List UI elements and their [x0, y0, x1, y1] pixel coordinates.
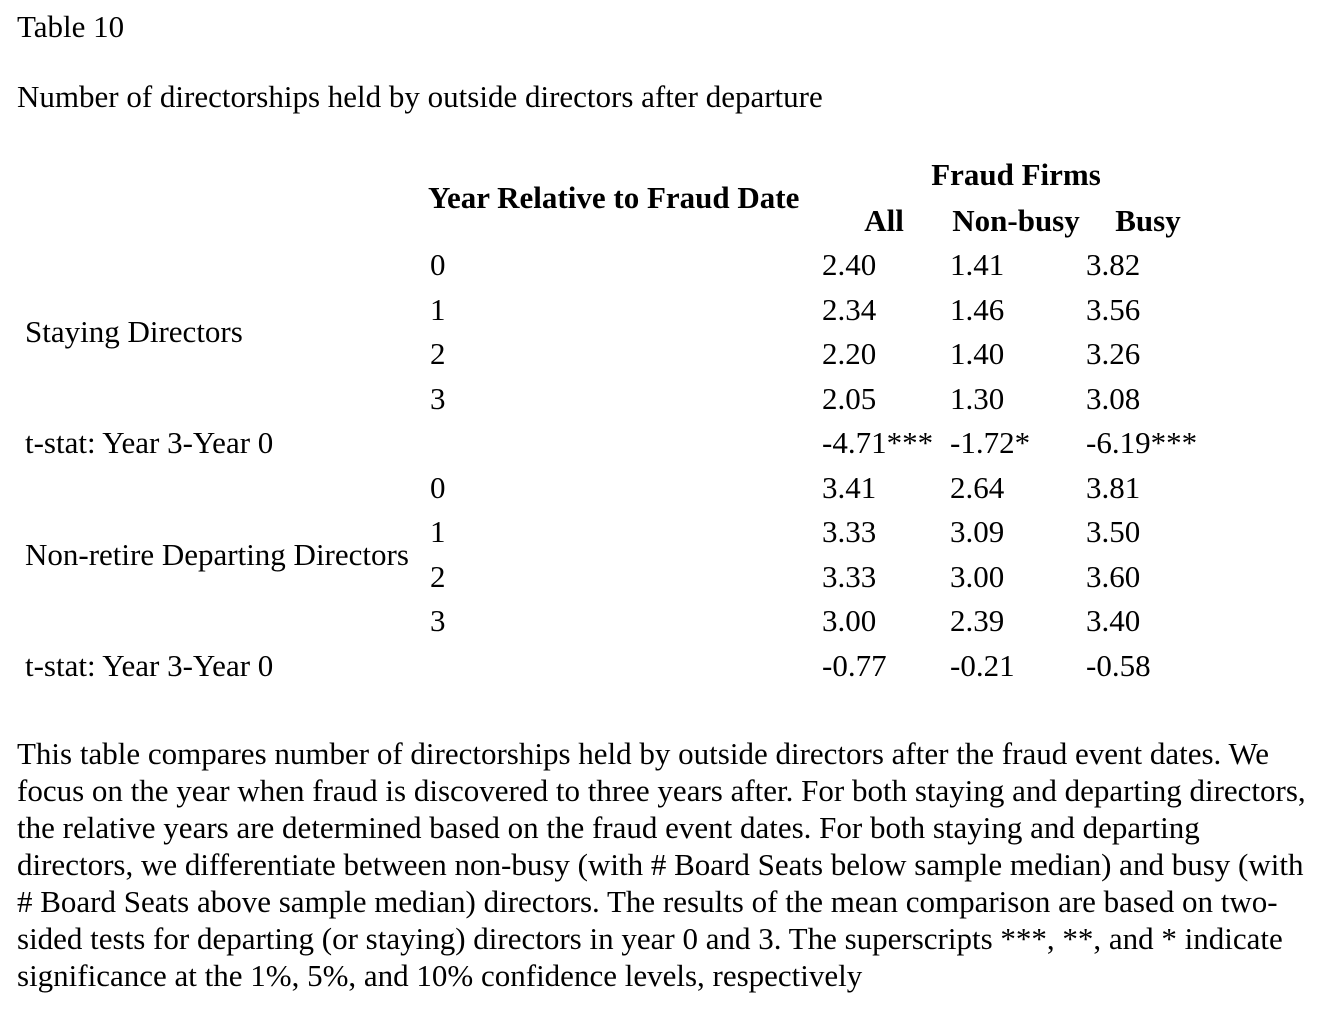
value-cell-busy: 3.56	[1086, 291, 1141, 327]
tstat-row-staying: t-stat: Year 3-Year 0 -4.71*** -1.72* -6…	[17, 421, 1321, 466]
value-cell-all: 2.20	[822, 336, 877, 372]
value-cell-busy: 3.40	[1086, 603, 1141, 639]
year-cell: 1	[430, 291, 446, 327]
table-header: Year Relative to Fraud Date Fraud Firms …	[17, 152, 1321, 243]
value-cell-non-busy: 3.00	[950, 558, 1005, 594]
year-cell: 3	[430, 380, 446, 416]
value-cell-non-busy: 3.09	[950, 514, 1005, 550]
value-cell-busy: 3.60	[1086, 558, 1141, 594]
col-header-busy: Busy	[1115, 202, 1181, 238]
value-cell-busy: 3.50	[1086, 514, 1141, 550]
year-relative-header: Year Relative to Fraud Date	[428, 179, 800, 215]
value-cell-non-busy: 1.46	[950, 291, 1005, 327]
col-header-non-busy: Non-busy	[952, 202, 1080, 238]
value-cell-busy: 3.26	[1086, 336, 1141, 372]
value-cell-non-busy: 2.39	[950, 603, 1005, 639]
tstat-label: t-stat: Year 3-Year 0	[25, 647, 274, 683]
section-label-departing: Non-retire Departing Directors	[25, 536, 409, 572]
value-cell-busy: 3.08	[1086, 380, 1141, 416]
col-header-all: All	[864, 202, 904, 238]
value-cell-non-busy: 1.41	[950, 247, 1005, 283]
value-cell-all: 3.33	[822, 558, 877, 594]
year-cell: 1	[430, 514, 446, 550]
value-cell-all: 3.33	[822, 514, 877, 550]
value-cell-all: 3.00	[822, 603, 877, 639]
year-cell: 2	[430, 558, 446, 594]
tstat-value-non-busy: -1.72*	[950, 425, 1031, 461]
tstat-value-busy: -6.19***	[1086, 425, 1198, 461]
tstat-value-all: -0.77	[822, 647, 887, 683]
value-cell-all: 2.05	[822, 380, 877, 416]
table-footnote: This table compares number of directorsh…	[17, 736, 1306, 993]
value-cell-non-busy: 2.64	[950, 469, 1005, 505]
tstat-value-all: -4.71***	[822, 425, 934, 461]
value-cell-busy: 3.82	[1086, 247, 1141, 283]
year-cell: 3	[430, 603, 446, 639]
tstat-value-busy: -0.58	[1086, 647, 1151, 683]
year-cell: 0	[430, 469, 446, 505]
value-cell-busy: 3.81	[1086, 469, 1141, 505]
section-departing-directors: Non-retire Departing Directors 0 3.41 2.…	[17, 466, 1321, 644]
year-cell: 0	[430, 247, 446, 283]
tstat-value-non-busy: -0.21	[950, 647, 1015, 683]
tstat-label: t-stat: Year 3-Year 0	[25, 425, 274, 461]
fraud-firms-group-header: Fraud Firms	[931, 157, 1101, 192]
table-number: Table 10	[17, 9, 125, 44]
value-cell-non-busy: 1.30	[950, 380, 1005, 416]
value-cell-all: 3.41	[822, 469, 877, 505]
value-cell-all: 2.40	[822, 247, 877, 283]
table-caption: Number of directorships held by outside …	[17, 79, 823, 114]
value-cell-non-busy: 1.40	[950, 336, 1005, 372]
tstat-row-departing: t-stat: Year 3-Year 0 -0.77 -0.21 -0.58	[17, 644, 1321, 689]
section-label-staying: Staying Directors	[25, 314, 243, 349]
year-cell: 2	[430, 336, 446, 372]
value-cell-all: 2.34	[822, 291, 877, 327]
section-staying-directors: Staying Directors 0 2.40 1.41 3.82 1 2.3…	[17, 243, 1321, 421]
